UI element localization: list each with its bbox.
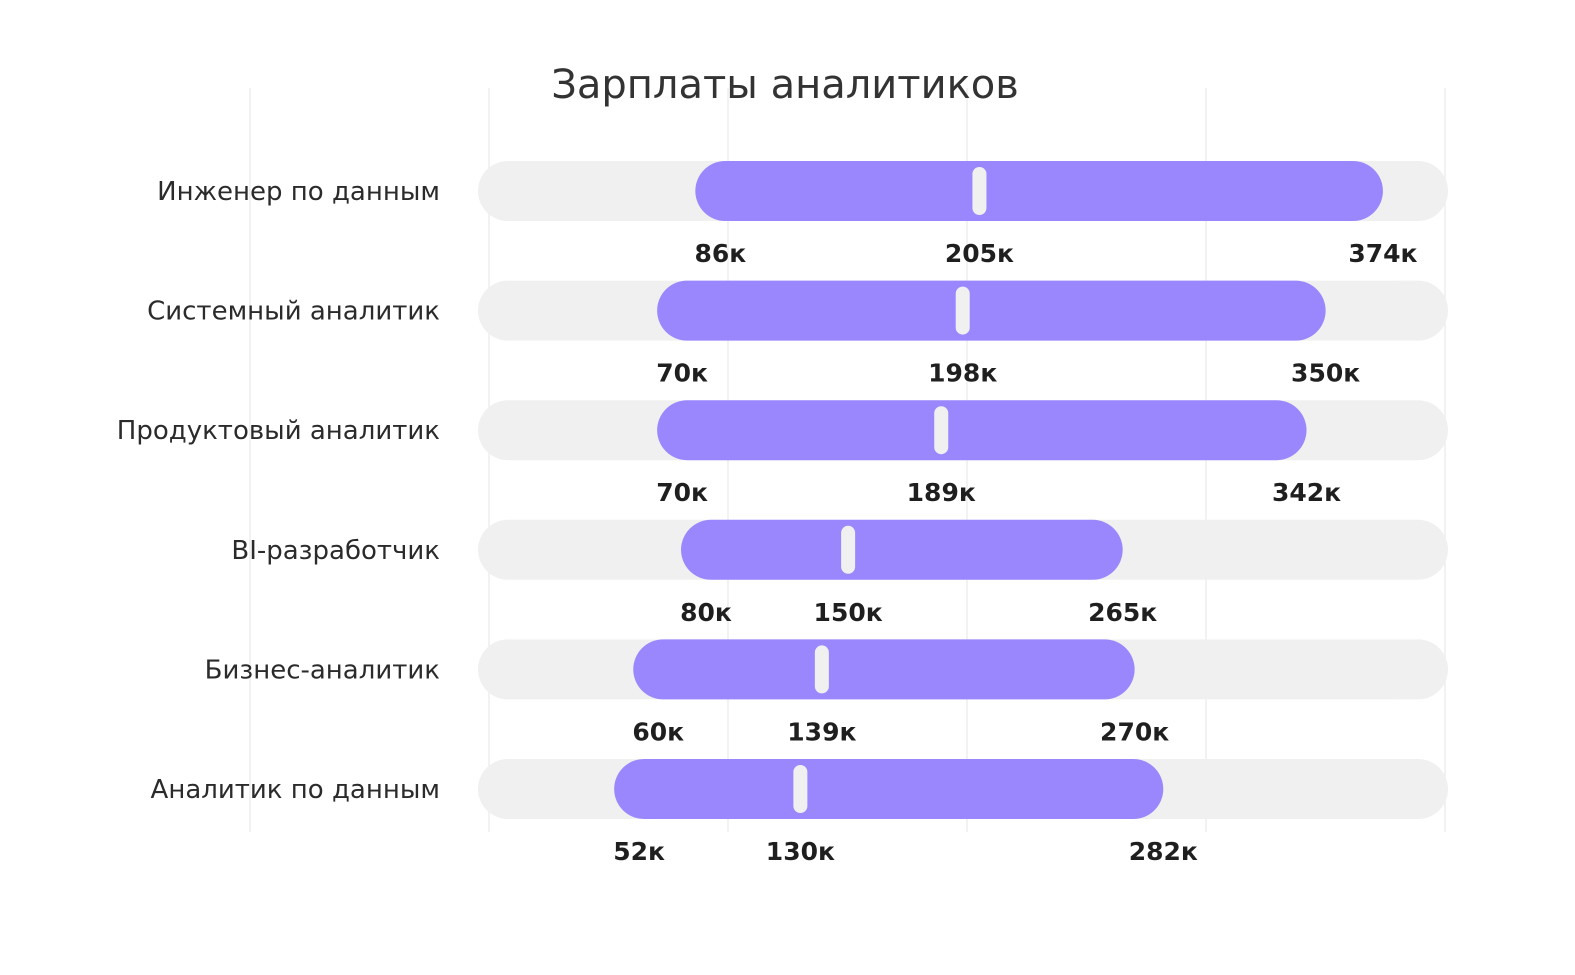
range-bar — [614, 759, 1164, 819]
range-bar — [695, 161, 1383, 221]
category-label: Аналитик по данным — [151, 775, 440, 805]
max-value-label: 374к — [1348, 239, 1417, 268]
min-value-label: 52к — [613, 837, 665, 866]
min-value-label: 80к — [680, 598, 732, 627]
category-label: Бизнес-аналитик — [205, 655, 440, 685]
row-5: Аналитик по данным 52к 130к 282к — [151, 759, 1448, 866]
median-value-label: 198к — [928, 359, 997, 388]
min-value-label: 70к — [656, 478, 708, 507]
min-value-label: 86к — [694, 239, 746, 268]
median-marker — [955, 286, 970, 335]
range-bar — [681, 519, 1123, 580]
row-3: BI-разработчик 80к 150к 265к — [231, 519, 1448, 627]
median-value-label: 139к — [787, 717, 856, 746]
max-value-label: 282к — [1129, 837, 1198, 866]
median-value-label: 189к — [907, 478, 976, 507]
min-value-label: 70к — [656, 359, 708, 388]
chart-title: Зарплаты аналитиков — [551, 62, 1019, 108]
range-bar — [657, 280, 1326, 341]
max-value-label: 350к — [1291, 359, 1360, 388]
category-label: Инженер по данным — [157, 177, 440, 207]
median-marker — [814, 645, 829, 694]
median-marker — [934, 406, 949, 455]
range-bar — [633, 639, 1135, 700]
max-value-label: 265к — [1088, 598, 1157, 627]
row-0: Инженер по данным 86к 205к 374к — [157, 161, 1448, 268]
category-label: BI-разработчик — [231, 536, 440, 566]
min-value-label: 60к — [632, 717, 684, 746]
median-value-label: 205к — [945, 239, 1014, 268]
median-value-label: 130к — [766, 837, 835, 866]
max-value-label: 270к — [1100, 717, 1169, 746]
row-1: Системный аналитик 70к 198к 350к — [147, 280, 1448, 388]
max-value-label: 342к — [1272, 478, 1341, 507]
median-marker — [841, 525, 856, 574]
row-4: Бизнес-аналитик 60к 139к 270к — [205, 639, 1448, 746]
chart-rows: Инженер по данным 86к 205к 374к Системный ан… — [117, 161, 1448, 866]
range-bar — [657, 400, 1307, 461]
row-2: Продуктовый аналитик 70к 189к 342к — [117, 400, 1448, 507]
median-marker — [793, 765, 808, 813]
median-marker — [972, 167, 987, 215]
category-label: Продуктовый аналитик — [117, 416, 440, 446]
median-value-label: 150к — [814, 598, 883, 627]
category-label: Системный аналитик — [147, 297, 440, 327]
